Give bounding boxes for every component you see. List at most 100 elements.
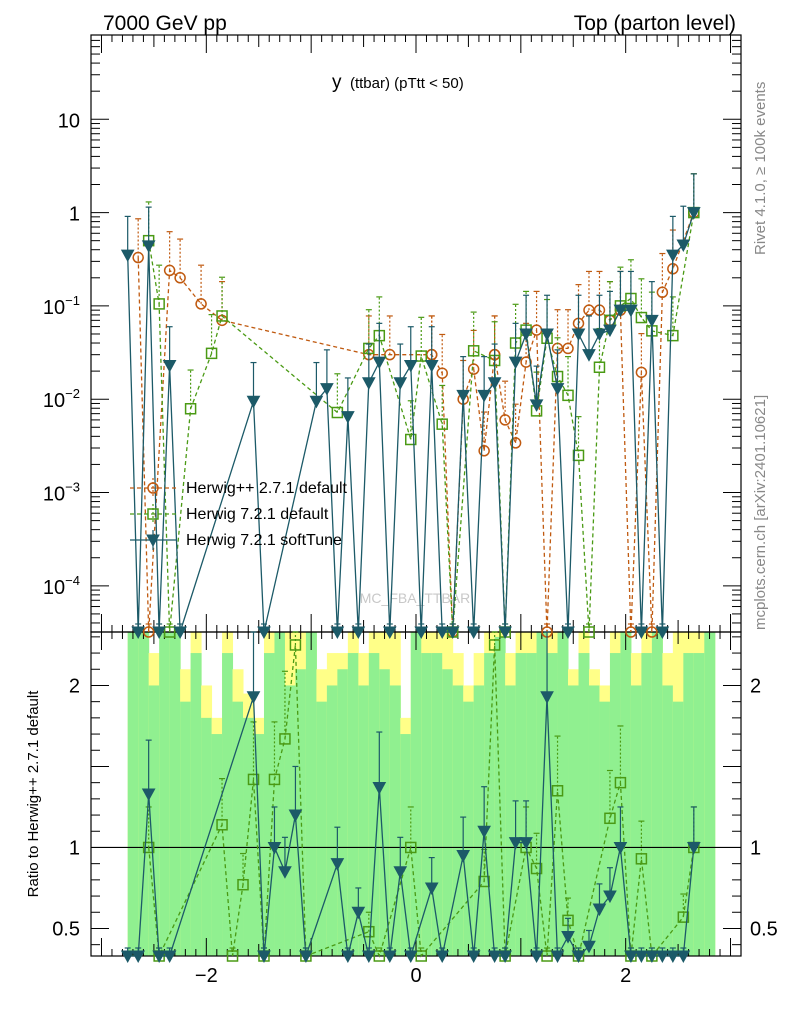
softtune-point xyxy=(403,359,418,373)
ratio-band-green xyxy=(368,653,380,956)
softtune-point xyxy=(152,950,166,964)
softtune-point xyxy=(655,950,670,964)
ratio-band-green xyxy=(347,653,359,956)
herwig721-point xyxy=(593,361,606,374)
herwig721-point xyxy=(572,449,585,462)
softtune-point xyxy=(456,389,471,403)
softtune-point xyxy=(131,950,146,964)
plot-title-sub: (ttbar) (pTtt < 50) xyxy=(350,75,464,92)
herwig721-line xyxy=(148,212,695,633)
ratio-band-green xyxy=(263,653,275,956)
legend-marker-herwigpp xyxy=(147,482,159,494)
herwig721-point xyxy=(205,347,218,360)
ratio-band-green xyxy=(630,685,642,956)
softtune-point xyxy=(498,950,512,964)
softtune-point xyxy=(519,328,533,342)
softtune-point xyxy=(162,950,177,964)
softtune-point xyxy=(330,858,345,871)
softtune-line xyxy=(127,696,695,959)
herwig721-point xyxy=(583,626,595,638)
softtune-point xyxy=(676,950,691,964)
herwig721-point xyxy=(142,841,155,854)
herwigpp-point xyxy=(478,445,490,457)
legend-entry-softtune: Herwig 7.2.1 softTune xyxy=(130,530,342,550)
softtune-point xyxy=(351,906,366,920)
softtune-point xyxy=(540,691,554,704)
mcplots-label: mcplots.cern.ch [arXiv:2401.10621] xyxy=(752,395,769,630)
herwigpp-point xyxy=(562,342,574,355)
ratio-ylabel: Ratio to Herwig++ 2.7.1 default xyxy=(25,690,42,898)
herwig721-point xyxy=(405,841,417,854)
softtune-point xyxy=(424,882,439,896)
herwig721-point xyxy=(163,626,176,638)
softtune-point xyxy=(341,950,355,964)
softtune-point xyxy=(498,626,512,640)
softtune-point xyxy=(561,931,575,944)
softtune-point xyxy=(382,626,397,640)
softtune-point xyxy=(624,950,638,964)
softtune-point xyxy=(330,626,345,640)
ratio-ytick-label-left: 2 xyxy=(69,675,80,697)
herwig721-point xyxy=(363,925,375,938)
ratio-band-green xyxy=(463,701,475,956)
softtune-point xyxy=(582,940,596,954)
ratio-band-green xyxy=(704,632,716,956)
legend-marker-herwig721 xyxy=(147,508,159,520)
main-ytick-label: 10 xyxy=(58,110,80,132)
main-axis-ticks: 10 1 10−1 10−2 10−3 10−4 xyxy=(43,34,741,632)
ratio-band-green xyxy=(609,653,621,956)
softtune-point xyxy=(655,626,670,640)
ratio-band-green xyxy=(410,632,422,956)
softtune-point xyxy=(592,328,607,342)
softtune-point xyxy=(519,837,533,850)
ratio-band-green xyxy=(431,653,443,956)
softtune-point xyxy=(487,377,502,390)
herwig721-point xyxy=(677,911,690,923)
ratio-band-green xyxy=(379,669,391,956)
herwig721-point xyxy=(478,875,490,888)
herwig721-point xyxy=(488,639,501,651)
ratio-band-green xyxy=(442,669,454,956)
softtune-point xyxy=(603,890,617,904)
ratio-ytick-label-right: 0.5 xyxy=(750,918,778,940)
herwigpp-point xyxy=(646,626,658,638)
softtune-point xyxy=(257,950,271,964)
softtune-point xyxy=(571,328,586,342)
herwigpp-point xyxy=(467,363,480,375)
herwig721-point xyxy=(551,785,564,797)
herwig721-point xyxy=(226,950,239,962)
softtune-point xyxy=(445,626,460,640)
ratio-band-green xyxy=(284,685,296,956)
softtune-point xyxy=(613,304,628,318)
herwig721-point xyxy=(153,298,165,310)
ratio-band-green xyxy=(578,653,590,956)
ratio-band-green xyxy=(588,685,600,956)
ratio-band-green xyxy=(316,701,328,956)
herwig721-point xyxy=(541,950,553,962)
herwig721-point xyxy=(268,773,281,786)
softtune-point xyxy=(634,950,649,964)
ratio-band-green xyxy=(358,685,370,956)
softtune-point xyxy=(634,626,649,640)
softtune-point xyxy=(141,788,156,802)
herwig721-point xyxy=(237,878,249,891)
ratio-ytick-label-right: 2 xyxy=(750,675,761,697)
ratio-xtick-label: −2 xyxy=(195,965,218,987)
ratio-band-green xyxy=(159,632,171,956)
softtune-point xyxy=(393,377,408,390)
softtune-point xyxy=(351,626,366,640)
herwigpp-point xyxy=(520,356,532,368)
softtune-point xyxy=(267,841,282,855)
softtune-point xyxy=(162,359,177,373)
herwig721-line xyxy=(148,644,695,959)
ratio-band-green xyxy=(641,653,653,956)
ratio-band-green xyxy=(526,653,538,956)
ratio-band-green xyxy=(243,717,254,956)
ratio-band-green xyxy=(452,685,464,956)
softtune-point xyxy=(508,356,523,370)
softtune-point xyxy=(487,950,502,964)
ratio-band-green xyxy=(232,701,244,956)
ratio-xtick-label: 0 xyxy=(410,965,421,987)
softtune-point xyxy=(508,837,523,850)
softtune-point xyxy=(645,950,659,964)
